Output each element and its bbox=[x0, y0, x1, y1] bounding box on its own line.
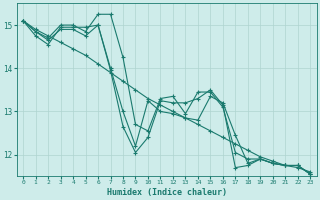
X-axis label: Humidex (Indice chaleur): Humidex (Indice chaleur) bbox=[107, 188, 227, 197]
